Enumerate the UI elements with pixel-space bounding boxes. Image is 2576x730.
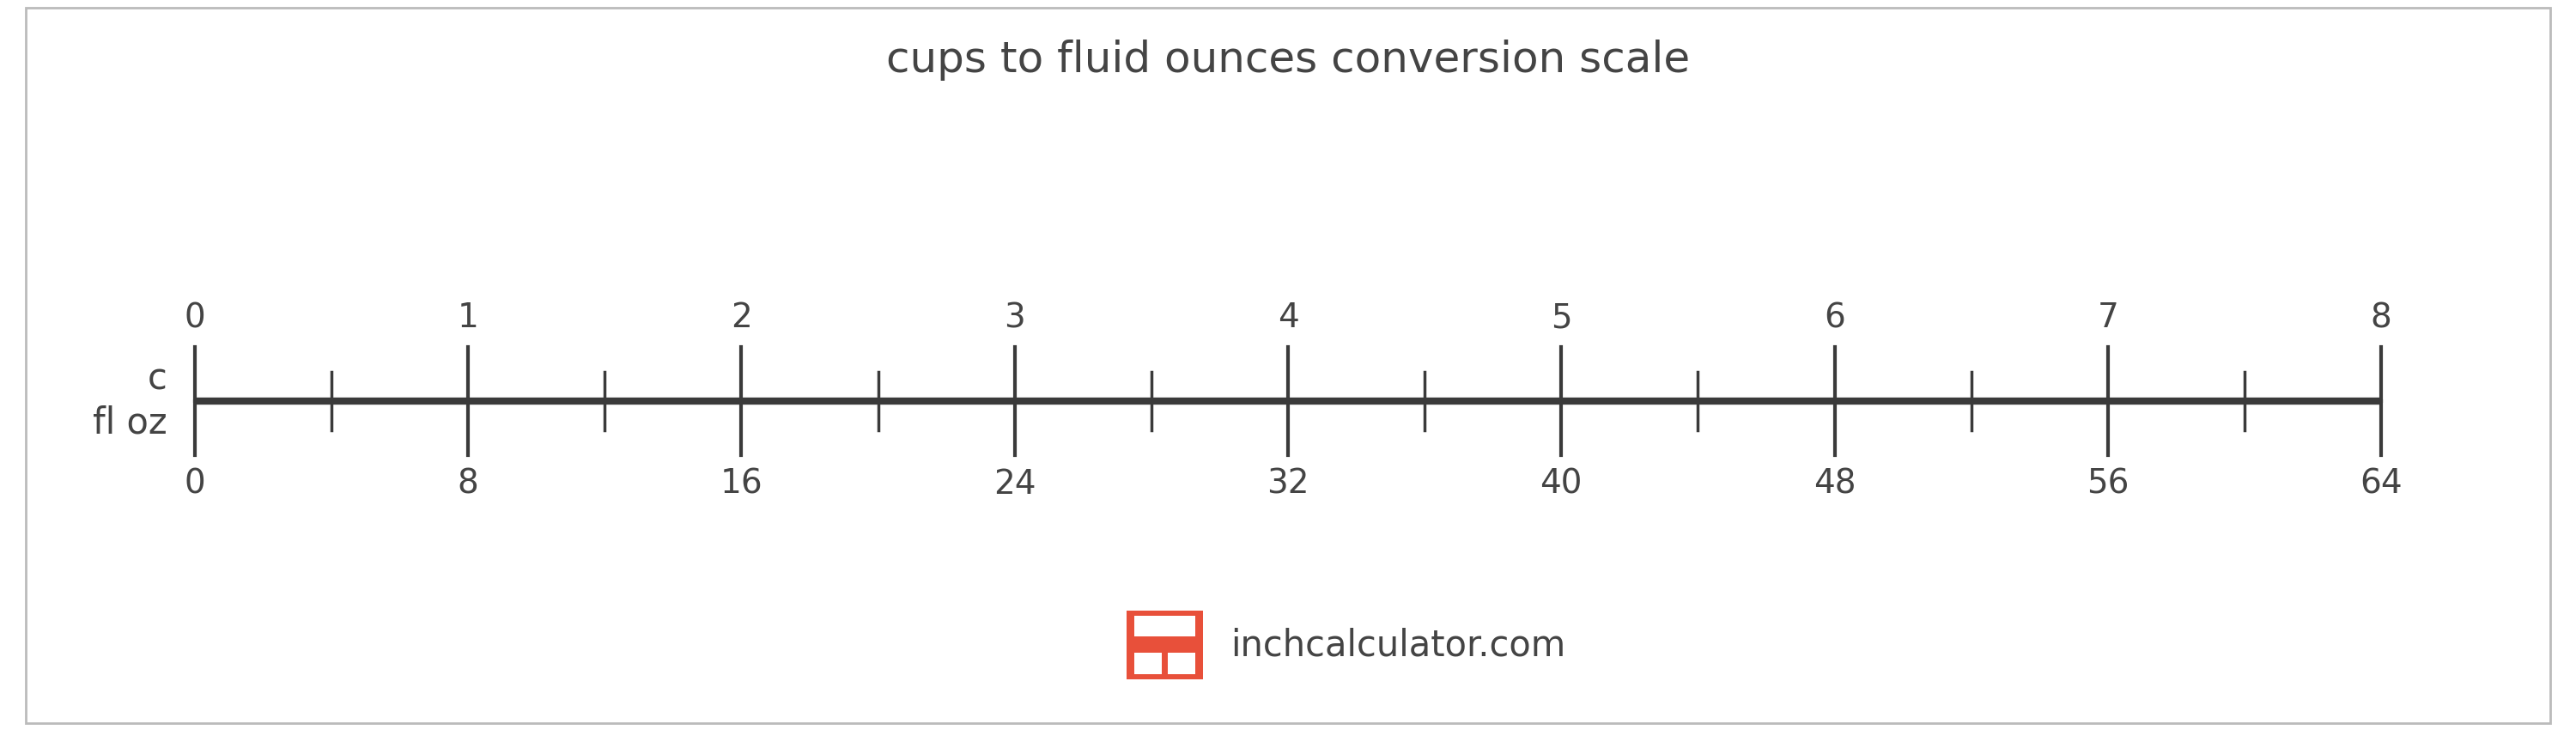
Text: 32: 32 — [1267, 468, 1309, 501]
Text: cups to fluid ounces conversion scale: cups to fluid ounces conversion scale — [886, 39, 1690, 81]
Text: 24: 24 — [994, 468, 1036, 501]
Text: 16: 16 — [721, 468, 762, 501]
Text: 6: 6 — [1824, 301, 1844, 334]
Bar — [1167, 653, 1195, 675]
Text: 4: 4 — [1278, 301, 1298, 334]
Text: 64: 64 — [2360, 468, 2403, 501]
Text: inchcalculator.com: inchcalculator.com — [1231, 627, 1566, 663]
Text: 1: 1 — [459, 301, 479, 334]
Bar — [1133, 616, 1195, 637]
Text: 0: 0 — [185, 301, 206, 334]
Text: 56: 56 — [2087, 468, 2130, 501]
Text: 3: 3 — [1005, 301, 1025, 334]
Text: 0: 0 — [185, 468, 206, 501]
Bar — [1133, 653, 1162, 675]
Text: 40: 40 — [1540, 468, 1582, 501]
Text: c: c — [147, 361, 167, 398]
Text: 48: 48 — [1814, 468, 1855, 501]
Text: 8: 8 — [459, 468, 479, 501]
Text: 8: 8 — [2370, 301, 2391, 334]
Bar — [1126, 611, 1203, 680]
Text: 2: 2 — [732, 301, 752, 334]
Text: 5: 5 — [1551, 301, 1571, 334]
Text: fl oz: fl oz — [93, 405, 167, 441]
Text: 7: 7 — [2097, 301, 2117, 334]
